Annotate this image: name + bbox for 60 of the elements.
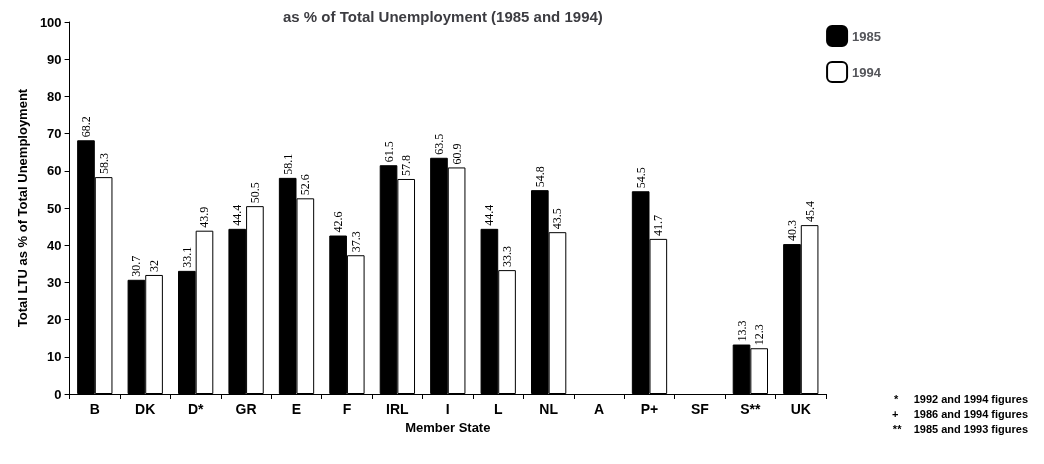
- legend-label: 1994: [852, 64, 882, 80]
- x-tick-label: UK: [790, 401, 811, 417]
- y-tick-label: 60: [47, 163, 62, 179]
- x-tick-label: L: [493, 401, 503, 417]
- data-label: 37.3: [348, 231, 363, 253]
- legend-label: 1985: [852, 28, 881, 44]
- y-tick-label: 80: [47, 88, 62, 104]
- y-tick-label: 20: [47, 312, 62, 328]
- data-label: 13.3: [734, 320, 749, 342]
- x-tick-label: I: [445, 401, 450, 417]
- x-tick-label: NL: [539, 401, 559, 417]
- data-label: 33.3: [500, 246, 515, 268]
- y-tick-label: 50: [47, 200, 62, 216]
- text: ** 1985 and 1993 figures: [892, 422, 1029, 435]
- x-tick-label: B: [89, 401, 100, 417]
- x-tick-label: IRL: [386, 401, 410, 417]
- y-tick-label: 10: [47, 349, 62, 365]
- y-axis-title: Total LTU as % of Total Unemployment: [15, 88, 30, 328]
- data-label: 41.7: [651, 214, 666, 236]
- x-tick-label: F: [342, 401, 352, 417]
- data-label: 57.8: [399, 154, 414, 176]
- data-label: 12.3: [752, 324, 767, 346]
- data-label: 45.4: [802, 201, 817, 223]
- x-tick-label: GR: [235, 401, 257, 417]
- x-tick-label: A: [594, 401, 605, 417]
- y-tick-label: 100: [39, 14, 62, 30]
- data-label: 58.3: [96, 153, 111, 175]
- data-label: 54.8: [532, 166, 547, 188]
- x-tick-label: E: [291, 401, 302, 417]
- text: + 1986 and 1994 figures: [891, 407, 1028, 420]
- data-label: 52.6: [298, 174, 313, 196]
- data-label: 50.5: [247, 182, 262, 204]
- x-tick-label: S**: [740, 401, 762, 417]
- data-label: 43.5: [550, 208, 565, 230]
- data-label: 63.5: [431, 133, 446, 155]
- data-label: 61.5: [381, 141, 396, 163]
- y-tick-label: 30: [47, 274, 62, 290]
- text: * 1992 and 1994 figures: [894, 392, 1028, 405]
- x-axis-title: Member State: [405, 419, 491, 435]
- y-tick-label: 90: [47, 51, 62, 67]
- x-tick-label: SF: [690, 401, 710, 417]
- x-tick-label: D*: [187, 401, 204, 417]
- x-tick-label: P+: [640, 401, 659, 417]
- data-label: 68.2: [78, 116, 93, 138]
- data-label: 40.3: [784, 220, 799, 242]
- x-tick-label: DK: [135, 401, 156, 417]
- data-label: 33.1: [179, 246, 194, 268]
- chart-title: as % of Total Unemployment (1985 and 1994): [283, 8, 603, 25]
- data-label: 32: [147, 259, 162, 272]
- data-label: 44.4: [230, 204, 245, 226]
- data-label: 43.9: [197, 206, 212, 228]
- y-tick-label: 40: [47, 237, 62, 253]
- data-label: 58.1: [280, 153, 295, 175]
- data-label: 60.9: [449, 143, 464, 165]
- data-label: 42.6: [331, 211, 346, 233]
- data-label: 44.4: [482, 204, 497, 226]
- data-label: 54.5: [633, 167, 648, 189]
- y-tick-label: 0: [54, 386, 62, 402]
- data-label: 30.7: [129, 255, 144, 277]
- y-tick-label: 70: [47, 126, 62, 142]
